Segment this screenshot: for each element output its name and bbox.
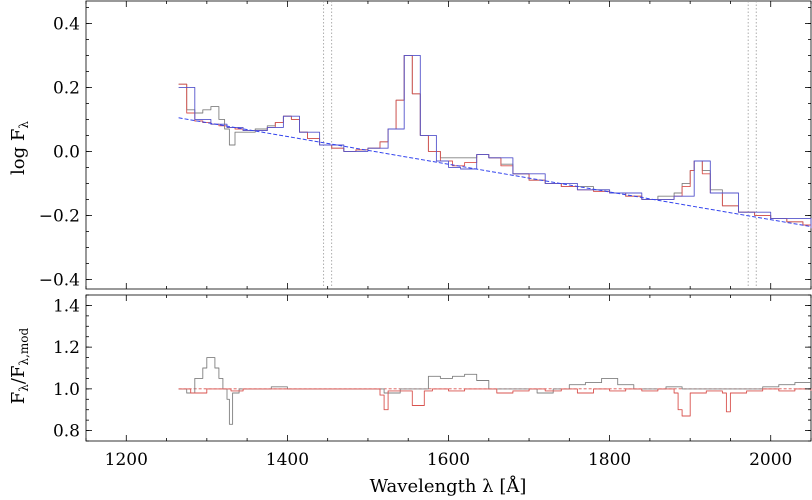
- bottom-ylabel-sub2: λ,mod: [17, 328, 31, 366]
- bottom-xtick-label-1800: 1800: [588, 450, 631, 470]
- bottom-ytick-label-1: 1.0: [53, 380, 80, 400]
- top-series-2: [178, 54, 812, 229]
- bottom-xtick-label-2000: 2000: [749, 450, 792, 470]
- top-ylabel-main: log F: [8, 129, 29, 175]
- top-series-3: [178, 117, 812, 228]
- top-panel: −0.4 −0.2 0.0 0.2 0.4: [39, 0, 812, 290]
- top-ylabel-sub: λ: [17, 121, 31, 129]
- bottom-series-0: [178, 357, 811, 425]
- bottom-ylabel-f: F: [8, 392, 29, 405]
- top-ytick-label-3: 0.2: [53, 78, 80, 98]
- bottom-xtick-label-1400: 1400: [266, 450, 309, 470]
- bottom-ytick-label-3: 1.4: [53, 296, 80, 316]
- bottom-ytick-label-2: 1.2: [53, 338, 80, 358]
- bottom-panel: 1200 1400 1600 1800 2000 0.8 1.0 1.2 1.4: [53, 294, 812, 470]
- bottom-plot-frame: [85, 294, 812, 442]
- top-ytick-label-1: −0.2: [39, 206, 80, 226]
- top-series-0: [178, 54, 812, 229]
- bottom-ytick-label-0: 0.8: [53, 422, 80, 442]
- top-series-1: [178, 54, 812, 229]
- top-plot-frame: [85, 0, 812, 290]
- bottom-ylabel: Fλ/Fλ,mod: [8, 328, 31, 405]
- top-ylabel: log Fλ: [8, 121, 31, 175]
- bottom-series-1: [178, 388, 812, 417]
- x-axis-title: Wavelength λ [Å]: [370, 475, 527, 497]
- top-ytick-label-4: 0.4: [53, 14, 80, 34]
- bottom-ylabel-sub1: λ: [17, 384, 31, 392]
- top-ytick-label-2: 0.0: [53, 142, 80, 162]
- bottom-xtick-label-1200: 1200: [105, 450, 148, 470]
- bottom-ylabel-mid: /F: [8, 366, 29, 385]
- top-ytick-label-0: −0.4: [39, 270, 80, 290]
- bottom-xtick-label-1600: 1600: [427, 450, 470, 470]
